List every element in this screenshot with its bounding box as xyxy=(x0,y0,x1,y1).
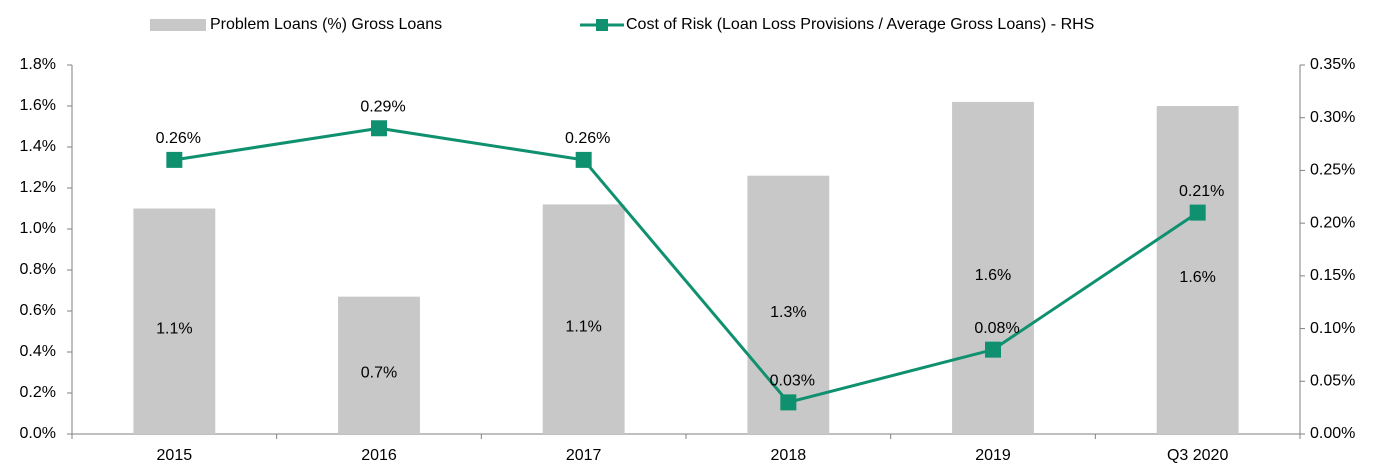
y2-tick-label: 0.20% xyxy=(1310,214,1355,231)
y-tick-label: 1.8% xyxy=(20,56,56,73)
y-tick-label: 0.4% xyxy=(20,343,56,360)
y2-tick-label: 0.30% xyxy=(1310,109,1355,126)
line-label: 0.03% xyxy=(770,373,815,390)
line-marker xyxy=(166,151,183,168)
legend-label: Problem Loans (%) Gross Loans xyxy=(210,16,442,33)
bar-label: 1.1% xyxy=(156,320,192,337)
bar xyxy=(952,101,1034,435)
y2-tick-label: 0.15% xyxy=(1310,267,1355,284)
x-tick-label: 2015 xyxy=(157,447,193,464)
y2-tick-label: 0.35% xyxy=(1310,56,1355,73)
x-tick-label: Q3 2020 xyxy=(1167,447,1228,464)
line-label: 0.26% xyxy=(565,130,610,147)
x-tick-label: 2016 xyxy=(361,447,397,464)
line xyxy=(174,126,1199,405)
y-tick-label: 0.2% xyxy=(20,384,56,401)
line-label: 0.08% xyxy=(974,320,1019,337)
line-label: 0.21% xyxy=(1179,183,1224,200)
y2-tick-label: 0.25% xyxy=(1310,162,1355,179)
bar xyxy=(542,204,625,434)
line-marker xyxy=(985,341,1001,358)
y-tick-label: 0.6% xyxy=(20,302,56,319)
legend-swatch xyxy=(596,19,608,31)
y-tick-label: 0.0% xyxy=(20,425,56,442)
line-marker xyxy=(371,120,387,137)
x-tick-label: 2018 xyxy=(771,447,807,464)
bar xyxy=(1156,106,1239,434)
bar xyxy=(747,175,830,434)
line-marker xyxy=(575,151,592,168)
y-tick-label: 1.2% xyxy=(20,179,56,196)
y-tick-label: 1.0% xyxy=(20,220,56,237)
bar xyxy=(133,208,216,434)
bar-label: 0.7% xyxy=(361,365,397,382)
bar xyxy=(338,296,420,434)
y2-tick-label: 0.10% xyxy=(1310,320,1355,337)
line-marker xyxy=(1189,204,1206,221)
bar-label: 1.3% xyxy=(770,304,806,321)
line-label: 0.29% xyxy=(360,98,405,115)
y2-tick-label: 0.05% xyxy=(1310,373,1355,390)
legend-label: Cost of Risk (Loan Loss Provisions / Ave… xyxy=(626,16,1094,33)
line-label: 0.26% xyxy=(156,130,201,147)
y-tick-label: 1.6% xyxy=(20,97,56,114)
line-marker xyxy=(780,394,797,411)
y2-tick-label: 0.00% xyxy=(1310,425,1355,442)
bar-label: 1.6% xyxy=(1179,269,1215,286)
x-tick-label: 2017 xyxy=(566,447,602,464)
y-tick-label: 0.8% xyxy=(20,261,56,278)
x-tick-label: 2019 xyxy=(975,447,1011,464)
legend-swatch xyxy=(150,19,206,31)
y-tick-label: 1.4% xyxy=(20,138,56,155)
bar-label: 1.1% xyxy=(565,318,601,335)
bar-label: 1.6% xyxy=(975,267,1011,284)
